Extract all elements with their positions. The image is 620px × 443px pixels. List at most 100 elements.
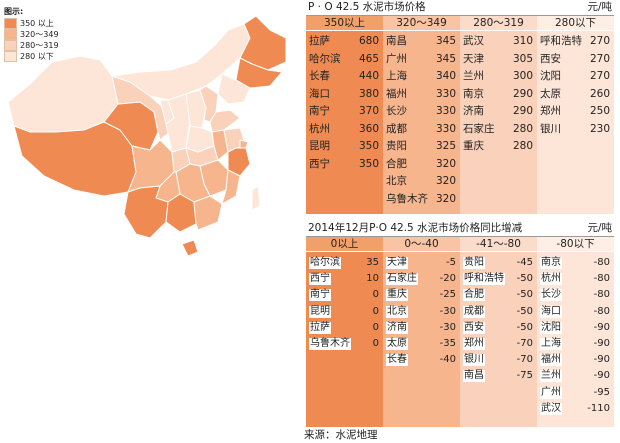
table-row: 哈尔滨 35: [306, 255, 383, 271]
city-name: 乌鲁木齐: [386, 192, 428, 205]
price-value: 305: [512, 52, 533, 65]
column-header: 280以下: [537, 16, 614, 31]
city-name: 杭州: [540, 273, 562, 286]
price-value: 330: [435, 105, 456, 117]
table-row: 南宁 0: [306, 287, 383, 303]
column-body: 呼和浩特 270 西安 270 沈阳 270 太原 260 郑州 250 银川 230: [537, 31, 614, 138]
city-name: 南昌: [386, 35, 407, 47]
column-header: -41～-80: [460, 237, 537, 252]
price-value: -20: [439, 273, 456, 285]
legend-swatch: [4, 40, 17, 51]
price-value: -70: [516, 337, 533, 349]
table-row: 西安 270: [537, 51, 614, 69]
price-value: 280: [512, 140, 533, 152]
price-value: -30: [439, 305, 456, 317]
city-name: 福州: [386, 87, 407, 100]
table-row: 海口 380: [306, 86, 383, 104]
city-name: 重庆: [386, 289, 408, 302]
city-name: 兰州: [463, 70, 484, 82]
city-name: 北京: [386, 175, 407, 187]
table-row: 南京 -80: [537, 255, 614, 271]
table-row: 武汉 -110: [537, 401, 614, 417]
city-name: 西宁: [309, 273, 331, 286]
table-row: 银川 -70: [460, 352, 537, 368]
city-name: 海口: [540, 305, 562, 318]
table-row: 西宁 10: [306, 271, 383, 287]
legend-label: 350 以上: [20, 19, 54, 28]
table-row: 太原 260: [537, 86, 614, 104]
city-name: 广州: [540, 386, 562, 399]
region-taiwan: [251, 185, 261, 211]
city-name: 贵阳: [463, 257, 485, 269]
city-name: 石家庄: [386, 273, 418, 286]
city-name: 成都: [463, 305, 485, 318]
price-value: 10: [366, 273, 379, 285]
table-row: 长春 -40: [383, 352, 460, 368]
table-row: 南宁 370: [306, 103, 383, 121]
table-row: 西宁 350: [306, 156, 383, 174]
column-body: 南京 -80 杭州 -80 长沙 -80 海口 -80 沈阳 -90 上海 -90 福州 -90 兰州 -90…: [537, 252, 614, 417]
column-body: 南昌 345 广州 345 上海 340 福州 330 长沙 330 成都 330 贵阳 325 合肥 320…: [383, 31, 460, 208]
city-name: 西安: [540, 52, 561, 65]
city-name: 呼和浩特: [463, 273, 505, 286]
table-row: 合肥 320: [383, 156, 460, 174]
price-value: -90: [593, 354, 610, 366]
price-value: -35: [439, 337, 456, 349]
table-row: 西安 -50: [460, 320, 537, 336]
city-name: 呼和浩特: [540, 35, 582, 47]
table-row: 拉萨 680: [306, 33, 383, 51]
price-value: -40: [439, 354, 456, 366]
legend-item: 280～319: [4, 40, 59, 51]
table-row: 北京 -30: [383, 304, 460, 320]
price-value: 290: [512, 87, 533, 100]
city-name: 西安: [463, 321, 485, 334]
price-value: 680: [358, 35, 379, 47]
region-guangdong: [193, 195, 223, 231]
price-value: 270: [589, 52, 610, 65]
price-value: 0: [372, 337, 379, 349]
city-name: 石家庄: [463, 122, 495, 135]
price-value: -50: [516, 305, 533, 317]
china-price-map: [7, 15, 287, 257]
price-value: 320: [435, 192, 456, 205]
table-row: 昆明 0: [306, 304, 383, 320]
price-value: 320: [435, 157, 456, 170]
city-name: 济南: [386, 321, 408, 334]
column-header: 0以上: [306, 237, 383, 252]
column-header: -80以下: [537, 237, 614, 252]
column-header: 350以上: [306, 16, 383, 31]
city-name: 拉萨: [309, 321, 331, 334]
city-name: 杭州: [309, 122, 330, 135]
table-row: 天津 305: [460, 51, 537, 69]
price-value: -50: [516, 289, 533, 301]
city-name: 广州: [386, 52, 407, 65]
table-row: 济南 -30: [383, 320, 460, 336]
price-value: -80: [593, 257, 610, 268]
table-row: 福州 330: [383, 86, 460, 104]
price-value: 380: [358, 87, 379, 100]
table-row: 呼和浩特 270: [537, 33, 614, 51]
price-table-columns: 350以上 拉萨 680 哈尔滨 465 长春 440 海口 380 南宁 370 杭州 360 昆明 35…: [306, 16, 614, 214]
table-row: 郑州 250: [537, 103, 614, 121]
column-body: 拉萨 680 哈尔滨 465 长春 440 海口 380 南宁 370 杭州 360 昆明 350 西宁 35…: [306, 31, 383, 173]
city-name: 南京: [463, 87, 484, 100]
price-value: 340: [435, 70, 456, 82]
price-value: 35: [366, 257, 379, 268]
table-column: -80以下 南京 -80 杭州 -80 长沙 -80 海口 -80 沈阳 -90 上海 -90 福州 -90…: [537, 237, 614, 427]
table-row: 武汉 310: [460, 33, 537, 51]
city-name: 郑州: [463, 337, 485, 350]
city-name: 长春: [309, 70, 330, 82]
price-value: -75: [516, 370, 533, 382]
price-value: 325: [435, 140, 456, 152]
price-value: 0: [372, 321, 379, 333]
price-table-header: P · O 42.5 水泥市场价格 元/吨: [306, 0, 614, 16]
city-name: 沈阳: [540, 321, 562, 334]
column-body: 天津 -5 石家庄 -20 重庆 -25 北京 -30 济南 -30 太原 -35 长春 -40: [383, 252, 460, 368]
price-value: -90: [593, 321, 610, 333]
table-column: 0～-40 天津 -5 石家庄 -20 重庆 -25 北京 -30 济南 -30 太原 -35 长春 -40: [383, 237, 460, 427]
table-row: 南昌 -75: [460, 368, 537, 384]
price-table-title: P · O 42.5 水泥市场价格: [308, 1, 426, 13]
price-value: 270: [589, 70, 610, 82]
price-value: 370: [358, 105, 379, 117]
legend-label: 320～349: [20, 30, 59, 39]
